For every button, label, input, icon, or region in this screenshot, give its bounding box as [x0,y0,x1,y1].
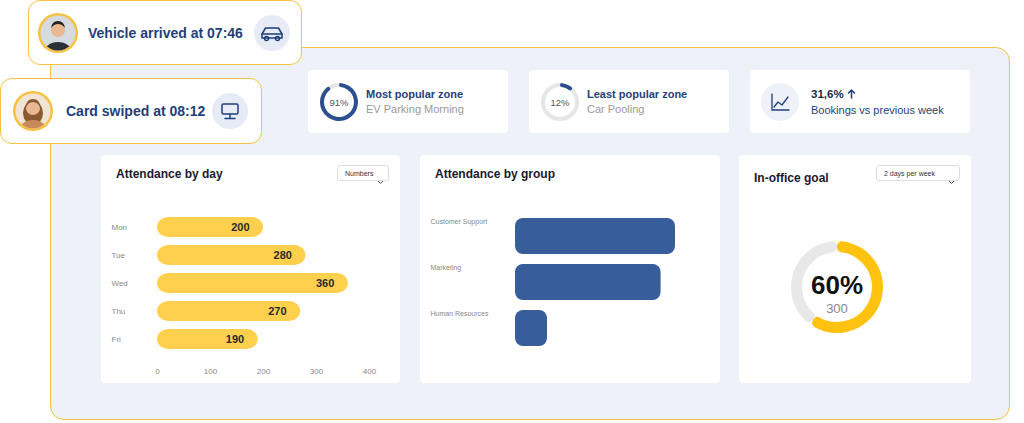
svg-text:0: 0 [155,367,160,376]
svg-text:200: 200 [231,221,249,233]
svg-text:Human Resources: Human Resources [431,310,489,317]
svg-text:12%: 12% [550,97,570,108]
svg-text:190: 190 [226,333,244,345]
html-text:Bookings vs previous week: Bookings vs previous week [811,104,944,116]
svg-text:100: 100 [204,367,218,376]
svg-text:300: 300 [826,301,848,316]
html-text:2 days per week: 2 days per week [884,170,935,177]
svg-text:280: 280 [274,249,292,261]
svg-text:300: 300 [310,367,324,376]
svg-text:Mon: Mon [112,223,128,232]
svg-text:270: 270 [268,305,286,317]
html-text:Card swiped at 08:12: Card swiped at 08:12 [66,103,206,119]
html-text:Attendance by day: Attendance by day [116,167,223,181]
html-text:In-office goal: In-office goal [754,171,829,185]
svg-text:400: 400 [363,367,377,376]
svg-text:91%: 91% [329,97,349,108]
html-text:Car Pooling: Car Pooling [587,103,645,115]
svg-text:60%: 60% [811,270,863,300]
svg-text:Fri: Fri [112,335,122,344]
html-text:Most popular zone: Most popular zone [366,88,464,100]
html-text:EV Parking Morning: EV Parking Morning [366,103,464,115]
svg-text:Customer Support: Customer Support [431,218,488,226]
svg-text:360: 360 [316,277,334,289]
svg-text:Wed: Wed [112,279,128,288]
html-text:Least popular zone: Least popular zone [587,88,688,100]
html-text:Numbers: Numbers [345,170,374,177]
svg-text:Thu: Thu [112,307,126,316]
html-text:Vehicle arrived at 07:46: Vehicle arrived at 07:46 [88,25,243,41]
svg-text:200: 200 [257,367,271,376]
svg-text:Tue: Tue [112,251,126,260]
html-text:Attendance by group: Attendance by group [435,167,555,181]
html-text:31,6%: 31,6% [811,88,844,100]
svg-text:Marketing: Marketing [431,264,462,272]
